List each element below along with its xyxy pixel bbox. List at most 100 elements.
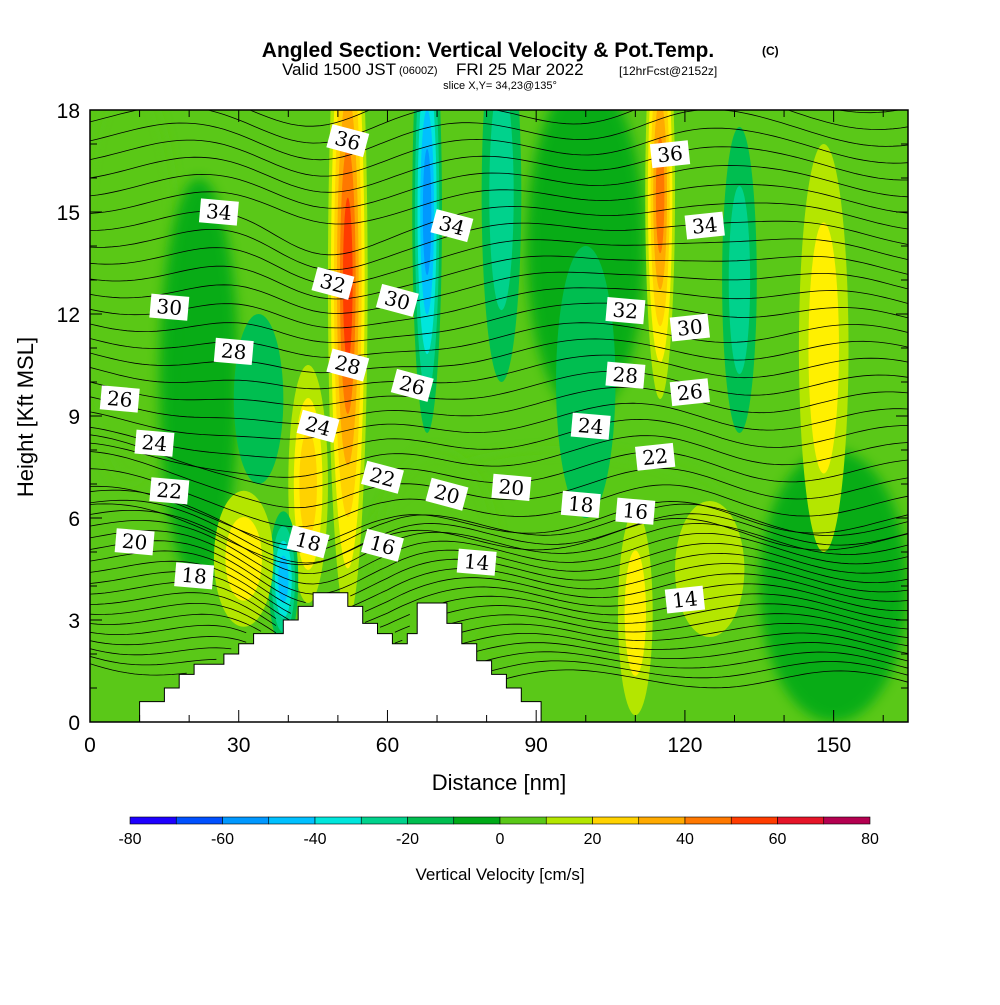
contour-label-22: 22 xyxy=(361,460,404,494)
velocity-core-band xyxy=(808,222,839,474)
contour-label-34: 34 xyxy=(684,211,725,240)
colorbar-swatch xyxy=(268,816,316,825)
contour-label-box xyxy=(134,429,175,457)
contour-label-box xyxy=(664,585,706,614)
theta-contour-line xyxy=(90,127,908,177)
y-tick-label: 3 xyxy=(68,610,80,633)
y-tick-label: 0 xyxy=(68,712,80,735)
theta-contour-line xyxy=(90,592,908,633)
theta-contour-line xyxy=(90,647,908,669)
contour-label-26: 26 xyxy=(99,385,140,413)
contour-label-text: 32 xyxy=(612,298,639,324)
contour-label-box xyxy=(390,368,434,402)
x-tick-label: 60 xyxy=(376,734,399,757)
colorbar-tick-label: -60 xyxy=(211,831,234,848)
theta-contour-line xyxy=(90,418,908,459)
contour-label-22: 22 xyxy=(149,477,190,505)
chart-title: Angled Section: Vertical Velocity & Pot.… xyxy=(262,39,714,62)
x-tick-label: 90 xyxy=(525,734,548,757)
contour-label-text: 24 xyxy=(141,430,168,456)
contour-label-text: 26 xyxy=(676,379,704,406)
colorbar-swatch xyxy=(730,816,778,825)
theta-contour-line xyxy=(90,435,908,478)
field-background-patch xyxy=(377,450,497,654)
contour-label-36: 36 xyxy=(649,140,691,169)
theta-contour-line xyxy=(90,636,908,662)
slice-info: slice X,Y= 34,23@135° xyxy=(443,80,557,92)
theta-contour-line xyxy=(90,370,908,407)
contour-label-30: 30 xyxy=(375,283,419,317)
colorbar-swatch xyxy=(314,816,362,825)
contour-label-30: 30 xyxy=(669,313,711,342)
contour-label-box xyxy=(361,460,404,494)
contour-label-box xyxy=(605,361,646,389)
theta-contour-line xyxy=(90,560,908,614)
theta-contour-line xyxy=(248,110,902,127)
subtitle-valid: Valid 1500 JST xyxy=(282,60,396,79)
contour-label-box xyxy=(684,211,725,240)
theta-contour-line xyxy=(90,550,908,608)
theta-contour-line xyxy=(90,603,908,644)
theta-contour-line xyxy=(90,530,908,595)
chart-subtitle: Valid 1500 JST (0600Z) FRI 25 Mar 2022 [… xyxy=(282,60,717,79)
contour-label-text: 34 xyxy=(691,212,719,239)
theta-contour-line xyxy=(90,499,908,564)
theta-contour-line xyxy=(90,302,908,343)
contour-label-box xyxy=(198,198,239,226)
velocity-core-band xyxy=(299,431,317,537)
theta-contour-line xyxy=(90,146,908,193)
contour-label-box xyxy=(649,140,691,169)
contour-label-box xyxy=(375,283,419,317)
colorbar-swatch xyxy=(499,816,547,825)
y-tick-label: 18 xyxy=(57,100,80,123)
colorbar-swatch xyxy=(175,816,223,825)
x-tick-label: 0 xyxy=(84,734,96,757)
colorbar-tick-label: 80 xyxy=(861,831,879,848)
subtitle-zulu: (0600Z) xyxy=(399,65,438,77)
theta-contour-line xyxy=(90,503,908,566)
contour-label-text: 18 xyxy=(180,563,207,589)
contour-label-box xyxy=(213,337,254,366)
velocity-core-band xyxy=(489,110,514,311)
theta-contour-line xyxy=(90,485,908,547)
vertical-velocity-field xyxy=(90,110,908,722)
theta-contour-line xyxy=(90,402,908,440)
y-tick-label: 9 xyxy=(68,406,80,429)
y-tick-label: 15 xyxy=(57,202,80,225)
theta-contour-line xyxy=(90,354,908,390)
contour-label-text: 36 xyxy=(656,141,684,168)
colorbar-swatch xyxy=(545,816,593,825)
theta-contour-line xyxy=(90,624,908,654)
chart-title-mark: (C) xyxy=(762,44,779,58)
colorbar-tick-label: -80 xyxy=(118,831,141,848)
contour-label-box xyxy=(149,477,190,505)
theta-contour-line xyxy=(90,255,908,300)
subtitle-date: FRI 25 Mar 2022 xyxy=(456,60,584,79)
contour-label-box xyxy=(560,490,601,519)
contour-label-box xyxy=(174,562,215,590)
contour-label-26: 26 xyxy=(669,378,711,407)
contour-label-24: 24 xyxy=(134,429,175,457)
contour-label-34: 34 xyxy=(198,198,239,226)
contour-label-text: 18 xyxy=(567,491,594,517)
colorbar-swatch xyxy=(777,816,825,825)
contour-label-box xyxy=(149,293,190,321)
colorbar-swatch xyxy=(360,816,408,825)
colorbar-tick-label: 40 xyxy=(676,831,694,848)
colorbar-tick-label: 60 xyxy=(769,831,787,848)
velocity-core-band xyxy=(556,246,616,518)
theta-contour-line xyxy=(90,613,908,647)
contour-label-24: 24 xyxy=(296,409,340,443)
colorbar-tick-label: -20 xyxy=(396,831,419,848)
contour-label-box xyxy=(635,442,676,471)
theta-contour-line xyxy=(90,386,908,425)
theta-contour-line xyxy=(90,220,908,271)
contour-label-text: 14 xyxy=(671,586,699,613)
contour-label-text: 24 xyxy=(577,413,604,439)
colorbar-tick-label: -40 xyxy=(303,831,326,848)
contour-label-22: 22 xyxy=(635,442,676,471)
